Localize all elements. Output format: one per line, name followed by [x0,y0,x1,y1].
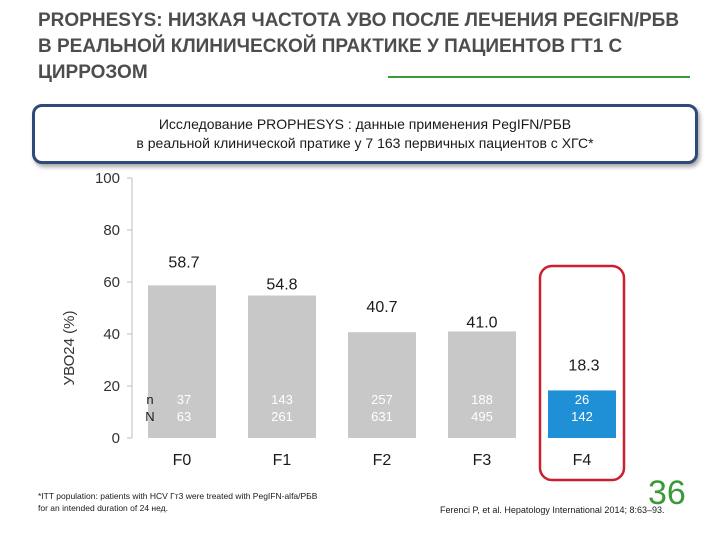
footnote: *ITT population: patients with HCV Гт3 w… [38,491,318,513]
n-total-label: 631 [371,409,393,424]
n-responders-label: 257 [371,392,393,407]
study-banner: Исследование PROPHESYS : данные применен… [32,104,698,164]
n-total-label: 63 [177,409,191,424]
y-axis-title: УВО24 (%) [61,311,78,386]
y-tick-label: 20 [103,378,120,395]
value-label: 18.3 [568,357,599,374]
bar-f4 [548,390,616,438]
bar-f0 [148,285,216,438]
n-responders-label: 143 [271,392,293,407]
highlight-frame [538,264,626,482]
category-label: F1 [273,452,292,469]
value-label: 40.7 [366,299,397,316]
category-label: F2 [373,452,392,469]
n-responders-label: 188 [471,392,493,407]
n-total-label: 495 [471,409,493,424]
value-label: 54.8 [266,277,297,294]
slide-title: PROPHESYS: НИЗКАЯ ЧАСТОТА УВО ПОСЛЕ ЛЕЧЕ… [38,10,680,83]
y-tick-label: 60 [103,274,120,291]
n-responders-label: 37 [177,392,191,407]
category-label: F0 [173,452,192,469]
category-label: F3 [473,452,492,469]
y-tick-label: 80 [103,222,120,239]
n-row-label: n [146,392,153,407]
bar-f3 [448,331,516,438]
title-underline [388,76,690,78]
y-tick-label: 100 [95,170,120,187]
N-row-label: N [145,409,154,424]
value-label: 58.7 [168,254,199,271]
banner-line-1: Исследование PROPHESYS : данные применен… [158,116,572,132]
page-number: 36 [648,474,686,512]
banner-line-2: в реальной клинической пратике у 7 163 п… [136,135,594,151]
bar-labels: 58.7 37 63 F0 54.8 143 261 F1 40.7 257 631 F2 41.0 18… [145,254,599,469]
y-axis: 0 20 40 60 80 100 УВО24 (%) [61,170,133,447]
bar-f1 [248,295,316,438]
category-label: F4 [573,452,592,469]
value-label: 41.0 [466,314,497,331]
y-tick-label: 0 [112,430,120,447]
y-tick-label: 40 [103,326,120,343]
bar-f2 [348,332,416,438]
n-total-label: 261 [271,409,293,424]
n-total-label: 142 [571,409,593,424]
n-responders-label: 26 [575,392,589,407]
reference-citation: Ferenci P, et al. Hepatology Internation… [440,505,665,515]
bars [148,264,626,482]
